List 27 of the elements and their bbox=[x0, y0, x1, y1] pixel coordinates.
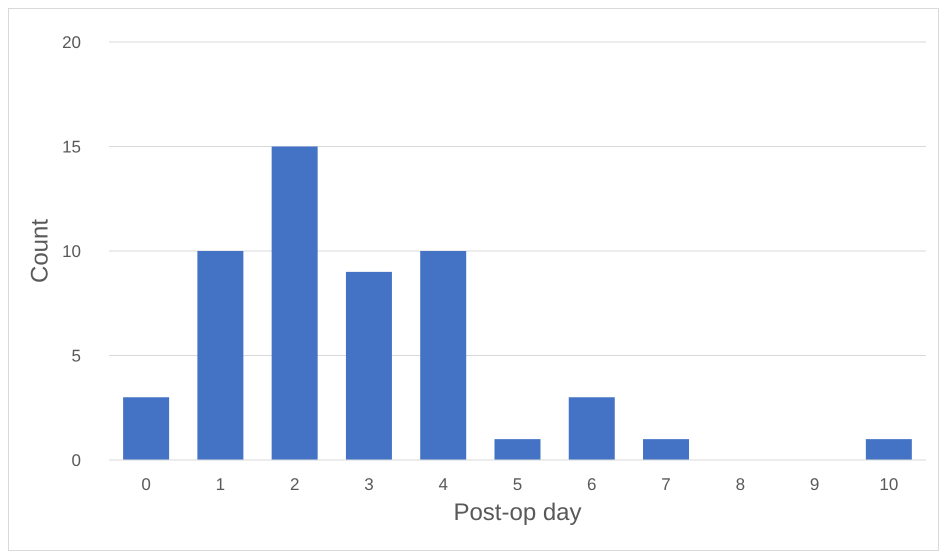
y-axis-title: Count bbox=[26, 218, 54, 284]
bar bbox=[123, 397, 170, 460]
y-tick-label: 20 bbox=[62, 33, 81, 52]
bar bbox=[272, 146, 318, 460]
x-tick-label: 10 bbox=[879, 475, 898, 494]
x-tick-label: 1 bbox=[216, 475, 226, 494]
x-tick-label: 9 bbox=[810, 475, 820, 494]
bar bbox=[420, 251, 466, 460]
y-tick-label: 5 bbox=[72, 346, 81, 366]
y-tick-label: 15 bbox=[62, 138, 81, 157]
bar bbox=[643, 439, 690, 460]
x-axis-title: Post-op day bbox=[453, 499, 582, 526]
y-tick-label: 0 bbox=[72, 451, 81, 470]
x-tick-label: 3 bbox=[364, 475, 374, 494]
x-tick-label: 5 bbox=[512, 475, 522, 494]
x-tick-label: 0 bbox=[141, 475, 151, 494]
bar bbox=[346, 272, 392, 460]
bar bbox=[197, 251, 244, 460]
x-tick-label: 2 bbox=[290, 475, 300, 494]
x-tick-label: 4 bbox=[438, 475, 448, 494]
bar bbox=[494, 439, 540, 460]
bar bbox=[568, 397, 615, 460]
x-tick-label: 6 bbox=[587, 475, 597, 494]
y-tick-label: 10 bbox=[62, 242, 81, 262]
x-tick-label: 8 bbox=[736, 475, 746, 494]
x-tick-label: 7 bbox=[661, 475, 671, 494]
bar bbox=[866, 439, 912, 460]
